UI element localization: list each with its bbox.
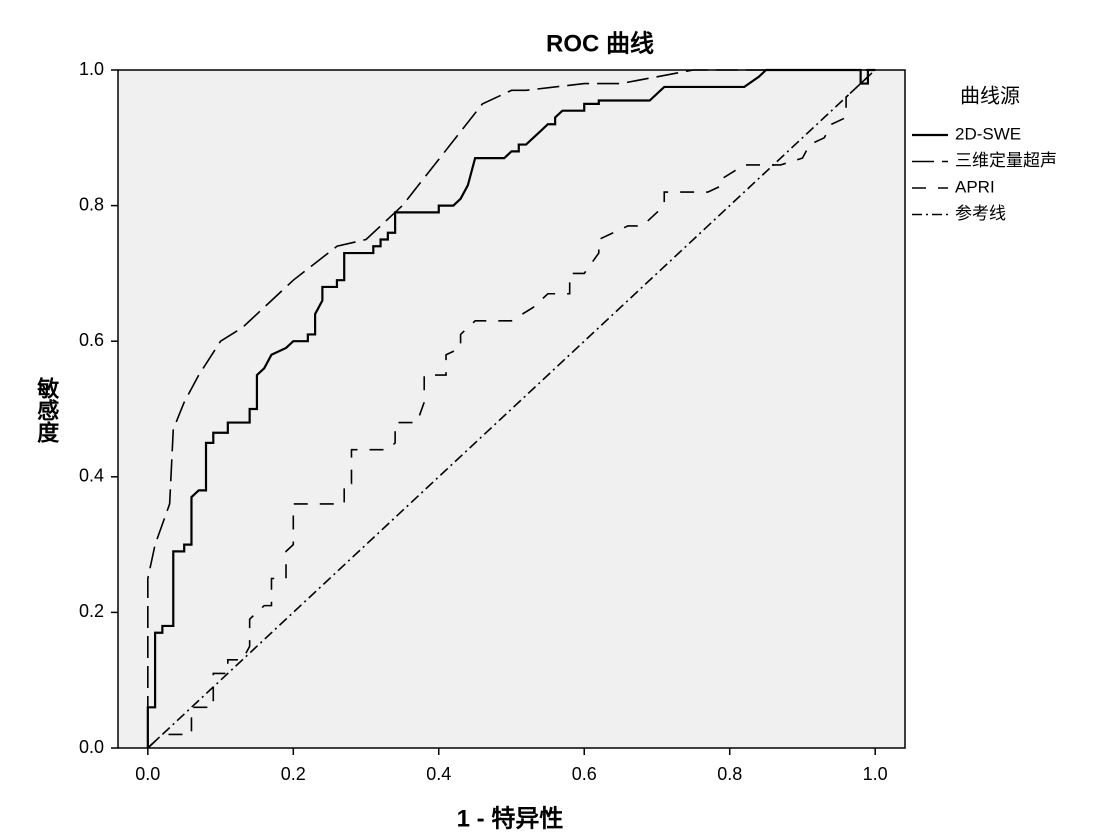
y-tick-label: 0.0 [79,737,104,757]
y-axis-label: 敏感度 [34,376,60,444]
legend-title: 曲线源 [960,84,1020,107]
roc-line [146,68,876,748]
x-tick-label: 0.4 [426,764,451,784]
y-tick-label: 0.8 [79,194,104,214]
x-tick-label: 1.0 [863,764,888,784]
x-tick-label: 0.8 [717,764,742,784]
y-tick-label: 0.6 [79,330,104,350]
plot-area [117,69,906,749]
legend-label: 三维定量超声 [955,151,1057,170]
roc-line [147,69,876,748]
x-tick-label: 0.2 [281,764,306,784]
legend-label: APRI [955,177,995,196]
legend-label: 2D-SWE [955,124,1021,143]
x-axis-label: 1 - 特异性 [457,805,564,832]
x-tick-label: 0.0 [135,764,160,784]
x-tick-label: 0.6 [572,764,597,784]
y-tick-label: 1.0 [79,59,104,79]
y-tick-label: 0.2 [79,601,104,621]
y-tick-label: 0.4 [79,466,104,486]
chart-title: ROC 曲线 [546,30,654,57]
legend-label: 参考线 [955,204,1006,223]
roc-line [147,69,876,749]
roc-line [147,69,876,749]
